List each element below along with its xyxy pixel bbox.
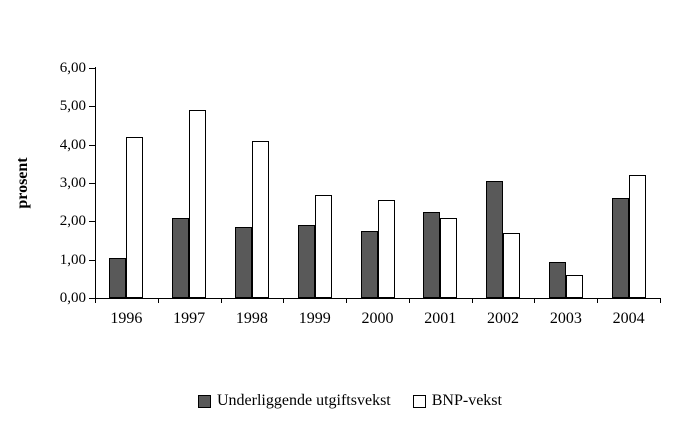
bar-2002-bnp-vekst xyxy=(503,232,521,298)
bar-1999-underliggende-utgiftsvekst xyxy=(297,225,315,298)
x-axis-line xyxy=(89,298,661,299)
x-tick-label: 2001 xyxy=(424,310,457,327)
legend-label-bnp-vekst: BNP-vekst xyxy=(431,392,502,409)
x-tick-mark xyxy=(660,298,661,303)
bar-1998-underliggende-utgiftsvekst xyxy=(234,227,252,298)
y-tick-mark xyxy=(89,259,96,261)
x-tick-mark xyxy=(95,298,96,303)
x-tick-label: 2004 xyxy=(612,310,645,327)
x-tick-label: 1997 xyxy=(173,310,206,327)
bar-2001-bnp-vekst xyxy=(440,217,458,298)
x-tick-label: 1999 xyxy=(298,310,331,327)
bar-2004-underliggende-utgiftsvekst xyxy=(611,198,629,298)
x-tick-mark xyxy=(534,298,536,303)
y-tick-mark xyxy=(89,298,96,299)
bar-2003-bnp-vekst xyxy=(565,275,583,298)
y-tick-mark xyxy=(89,106,96,108)
bar-1997-bnp-vekst xyxy=(189,110,207,298)
x-tick-label: 1998 xyxy=(235,310,268,327)
y-tick-label: 4,00 xyxy=(59,136,86,153)
bar-2003-underliggende-utgiftsvekst xyxy=(548,261,566,298)
y-tick-label: 3,00 xyxy=(59,175,86,191)
x-tick-mark xyxy=(471,298,473,303)
x-tick-label: 2000 xyxy=(361,310,394,327)
y-tick-label: 2,00 xyxy=(59,213,86,230)
x-tick-mark xyxy=(220,298,222,303)
x-tick-label: 2003 xyxy=(549,310,582,327)
y-tick-label: 6,00 xyxy=(59,60,86,76)
bar-1997-underliggende-utgiftsvekst xyxy=(172,217,190,298)
y-tick-label: 1,00 xyxy=(59,251,86,268)
y-tick-label: 5,00 xyxy=(59,98,86,115)
x-tick-mark xyxy=(597,298,599,303)
x-tick-mark xyxy=(283,298,285,303)
x-tick-mark xyxy=(408,298,410,303)
x-tick-mark xyxy=(157,298,159,303)
bar-2000-underliggende-utgiftsvekst xyxy=(360,230,378,298)
y-tick-mark xyxy=(89,68,96,69)
y-tick-label: 0,00 xyxy=(59,290,86,306)
bar-2000-bnp-vekst xyxy=(377,200,395,298)
legend-item-bnp: BNP-vekst xyxy=(412,392,502,410)
legend-item-underliggende: Underliggende utgiftsvekst xyxy=(198,392,391,410)
legend-swatch-underliggende-utgiftsvekst xyxy=(198,394,211,408)
legend-label-underliggende-utgiftsvekst: Underliggende utgiftsvekst xyxy=(217,392,391,409)
x-tick-label: 2002 xyxy=(487,310,520,327)
bar-2001-underliggende-utgiftsvekst xyxy=(423,211,441,298)
legend-swatch-bnp-vekst xyxy=(412,394,426,408)
y-tick-mark xyxy=(89,221,96,223)
y-tick-mark xyxy=(89,144,96,146)
bar-1996-bnp-vekst xyxy=(126,137,144,298)
bar-1996-underliggende-utgiftsvekst xyxy=(109,257,127,298)
x-tick-label: 1996 xyxy=(110,310,143,327)
x-tick-mark xyxy=(346,298,348,303)
legend: Underliggende utgiftsvekst BNP-vekst xyxy=(0,392,700,410)
y-axis-title: prosent xyxy=(14,157,31,209)
bar-1999-bnp-vekst xyxy=(314,194,332,298)
bar-1998-bnp-vekst xyxy=(251,140,269,298)
y-tick-mark xyxy=(89,183,96,184)
bar-2004-bnp-vekst xyxy=(628,175,646,298)
bar-2002-underliggende-utgiftsvekst xyxy=(486,181,504,298)
